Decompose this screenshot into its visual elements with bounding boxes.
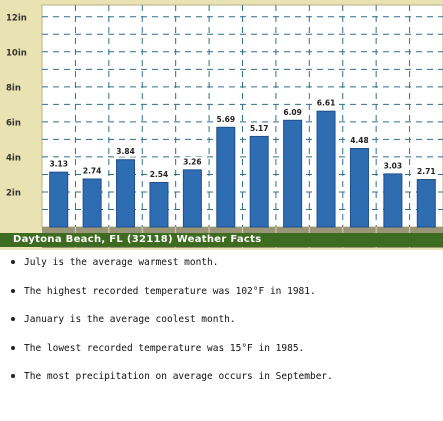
fact-item: The most precipitation on average occurs…	[0, 370, 443, 399]
bar	[249, 135, 269, 228]
data-label: 4.48	[350, 136, 369, 145]
data-label-bg	[415, 166, 438, 177]
y-tick-label: 10in	[6, 48, 27, 58]
data-label-bg	[315, 98, 338, 109]
data-label-bg	[248, 123, 271, 134]
bar	[349, 148, 369, 228]
data-label: 3.26	[183, 157, 202, 166]
data-label-bg	[181, 156, 204, 167]
data-label: 3.84	[116, 147, 135, 156]
data-label: 2.54	[150, 170, 169, 179]
fact-text: The highest recorded temperature was 102…	[24, 285, 316, 297]
bar	[182, 169, 202, 228]
data-label-bg	[81, 165, 104, 176]
data-label: 5.17	[250, 124, 269, 133]
data-label: 3.13	[49, 160, 68, 169]
data-label-bg	[348, 135, 371, 146]
bar	[316, 110, 336, 228]
y-tick-label: 2in	[6, 188, 21, 198]
data-label-bg	[47, 159, 70, 170]
fact-item: January is the average coolest month.	[0, 313, 443, 342]
data-label: 6.61	[317, 99, 336, 108]
bar	[149, 181, 169, 228]
y-tick-label: 6in	[6, 118, 21, 128]
bullet-icon	[11, 288, 15, 293]
fact-text: The lowest recorded temperature was 15°F…	[24, 342, 305, 354]
data-label: 3.03	[384, 161, 403, 170]
bar	[49, 171, 69, 228]
fact-item: The lowest recorded temperature was 15°F…	[0, 342, 443, 371]
chart-canvas: 2in4in6in8in10in12in3.13Jan2.74Feb3.84Ma…	[6, 4, 443, 248]
bullet-icon	[11, 317, 15, 321]
fact-item: The highest recorded temperature was 102…	[0, 285, 443, 314]
data-label: 5.69	[217, 115, 236, 124]
fact-text: July is the average warmest month.	[24, 257, 219, 268]
data-label-bg	[147, 169, 170, 180]
fact-text: January is the average coolest month.	[24, 314, 236, 325]
weather-facts-banner: Daytona Beach, FL (32118) Weather Facts	[0, 233, 443, 247]
bar	[116, 159, 136, 228]
bullet-icon	[11, 374, 15, 378]
data-label: 2.71	[417, 167, 436, 176]
bar	[383, 173, 403, 228]
data-label-bg	[381, 160, 404, 171]
fact-text: The most precipitation on average occurs…	[24, 371, 333, 382]
data-label: 6.09	[283, 108, 302, 117]
y-tick-label: 12in	[6, 13, 27, 23]
y-tick-label: 4in	[6, 153, 21, 163]
precipitation-chart: 2in4in6in8in10in12in3.13Jan2.74Feb3.84Ma…	[0, 0, 443, 250]
bar	[416, 179, 436, 228]
bar	[216, 126, 236, 228]
data-label: 2.74	[83, 166, 102, 175]
bullet-icon	[11, 345, 15, 350]
bullet-icon	[11, 260, 15, 264]
fact-item: July is the average warmest month.	[0, 256, 443, 285]
y-tick-label: 8in	[6, 83, 21, 93]
bar	[283, 119, 303, 228]
data-label-bg	[114, 146, 137, 157]
data-label-bg	[214, 114, 237, 125]
bar	[82, 178, 102, 228]
weather-facts-list: July is the average warmest month. The h…	[0, 256, 443, 399]
data-label-bg	[281, 107, 304, 118]
